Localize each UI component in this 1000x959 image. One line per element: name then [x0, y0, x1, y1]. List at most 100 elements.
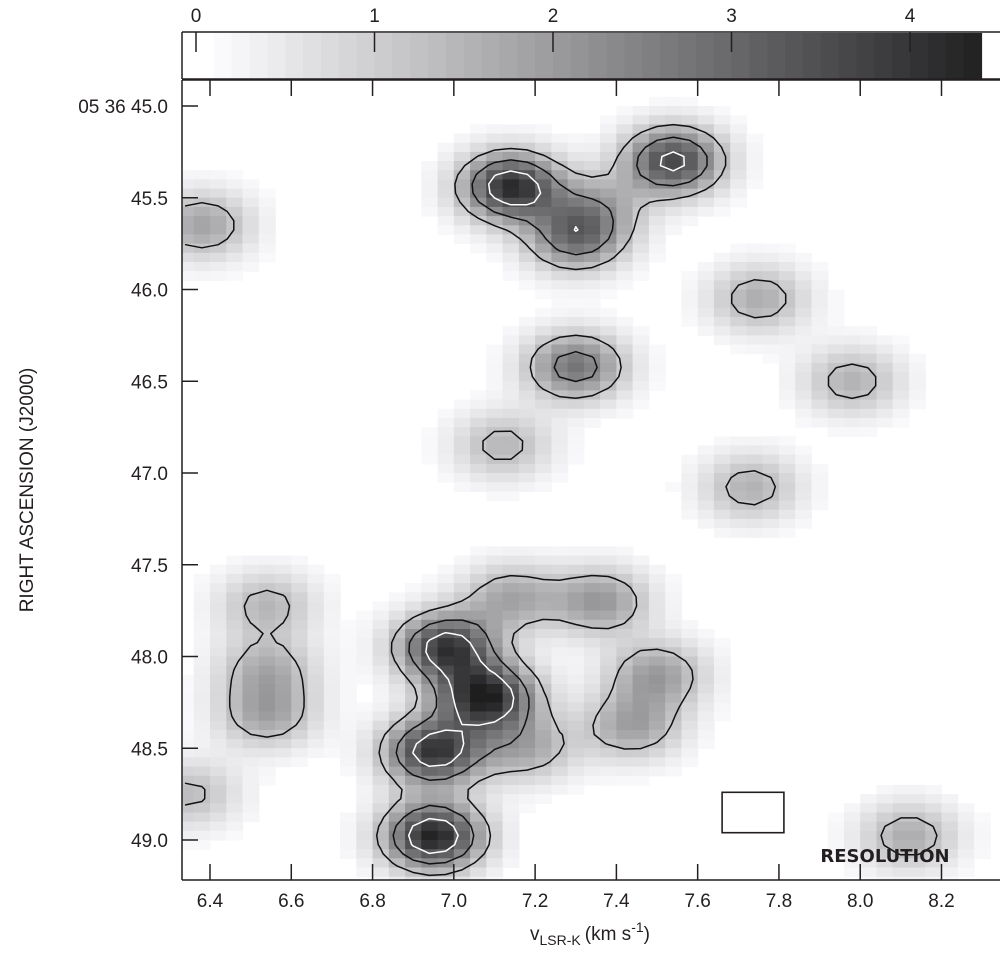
heatmap-cell: [275, 739, 292, 749]
heatmap-cell: [648, 188, 666, 199]
heatmap-cell: [583, 417, 601, 428]
colorbar-cell: [624, 33, 643, 79]
heatmap-cell: [746, 271, 764, 281]
heatmap-cell: [697, 684, 715, 694]
heatmap-cell: [388, 702, 406, 713]
heatmap-cell: [242, 573, 260, 584]
heatmap-cell: [421, 573, 439, 584]
heatmap-cell: [567, 344, 585, 355]
heatmap-cell: [860, 399, 878, 410]
heatmap-cell: [193, 262, 211, 272]
heatmap-cell: [182, 766, 195, 777]
heatmap-cell: [860, 849, 878, 859]
heatmap-cell: [518, 381, 536, 391]
heatmap-cell: [616, 133, 634, 144]
heatmap-cell: [551, 757, 569, 768]
heatmap-cell: [600, 115, 617, 125]
colorbar-cell: [713, 33, 733, 79]
heatmap-cell: [258, 564, 276, 575]
heatmap-cell: [182, 812, 195, 823]
x-tick-label: 7.6: [684, 891, 710, 912]
heatmap-cell: [421, 427, 439, 437]
heatmap-cell: [242, 684, 260, 694]
heatmap-cell: [551, 610, 569, 621]
heatmap-cell: [242, 197, 260, 208]
heatmap-cell: [453, 638, 471, 648]
heatmap-cell: [795, 445, 813, 456]
heatmap-cell: [535, 702, 552, 713]
heatmap-cell: [437, 647, 455, 658]
heatmap-cell: [567, 298, 585, 309]
heatmap-cell: [811, 289, 829, 300]
x-axis-title-close: ): [644, 924, 650, 945]
heatmap-cell: [275, 684, 292, 694]
heatmap-cell: [795, 280, 813, 291]
heatmap-cell: [182, 821, 195, 832]
heatmap-cell: [827, 353, 845, 364]
heatmap-cell: [258, 188, 276, 199]
heatmap-cell: [421, 436, 439, 447]
heatmap-cell: [648, 344, 666, 355]
heatmap-cell: [453, 234, 471, 245]
heatmap-cell: [648, 372, 666, 382]
heatmap-cell: [583, 197, 601, 208]
heatmap-cell: [616, 757, 634, 768]
heatmap-cell: [681, 491, 699, 502]
heatmap-cell: [388, 601, 406, 612]
heatmap-cell: [600, 381, 617, 391]
colorbar-cell: [963, 33, 983, 79]
heatmap-cell: [860, 794, 878, 804]
heatmap-cell: [778, 252, 796, 263]
heatmap-cell: [340, 739, 357, 749]
heatmap-cell: [518, 610, 536, 621]
heatmap-cell: [600, 674, 617, 685]
heatmap-cell: [437, 188, 455, 199]
heatmap-cell: [665, 766, 683, 777]
heatmap-cell: [226, 647, 244, 658]
heatmap-cell: [242, 601, 260, 612]
heatmap-cell: [258, 592, 276, 603]
heatmap-cell: [827, 381, 845, 391]
heatmap-cell: [470, 665, 487, 676]
heatmap-cell: [730, 142, 748, 153]
heatmap-cell: [778, 289, 796, 300]
heatmap-cell: [795, 353, 813, 364]
heatmap-cell: [567, 647, 585, 658]
heatmap-cell: [226, 601, 244, 612]
heatmap-cell: [307, 638, 325, 648]
heatmap-cell: [827, 840, 845, 850]
heatmap-cell: [892, 399, 910, 410]
heatmap-cell: [437, 427, 455, 437]
heatmap-cell: [713, 197, 731, 208]
heatmap-cell: [583, 216, 601, 226]
heatmap-cell: [909, 821, 926, 832]
x-axis-title-main: v: [530, 924, 540, 945]
heatmap-cell: [778, 353, 796, 364]
heatmap-cell: [453, 399, 471, 410]
heatmap-cell: [535, 151, 552, 162]
heatmap-cell: [713, 307, 731, 318]
heatmap-cell: [275, 610, 292, 621]
heatmap-cell: [762, 317, 780, 327]
heatmap-cell: [811, 381, 829, 391]
colorbar-cell: [731, 33, 750, 79]
colorbar-cell: [642, 33, 661, 79]
heatmap-cell: [372, 830, 390, 841]
heatmap-cell: [210, 610, 227, 621]
heatmap-cell: [567, 684, 585, 694]
heatmap-cell: [811, 271, 829, 281]
heatmap-cell: [697, 298, 715, 309]
heatmap-cell: [844, 840, 861, 850]
heatmap-cell: [713, 436, 731, 447]
heatmap-cell: [372, 665, 390, 676]
heatmap-cell: [811, 362, 829, 373]
heatmap-cell: [518, 317, 536, 327]
heatmap-cell: [925, 803, 943, 814]
heatmap-cell: [307, 564, 325, 575]
heatmap-cell: [258, 601, 276, 612]
heatmap-cell: [730, 445, 748, 456]
heatmap-cell: [242, 619, 260, 630]
heatmap-cell: [827, 344, 845, 355]
heatmap-cell: [307, 684, 325, 694]
heatmap-cell: [583, 757, 601, 768]
